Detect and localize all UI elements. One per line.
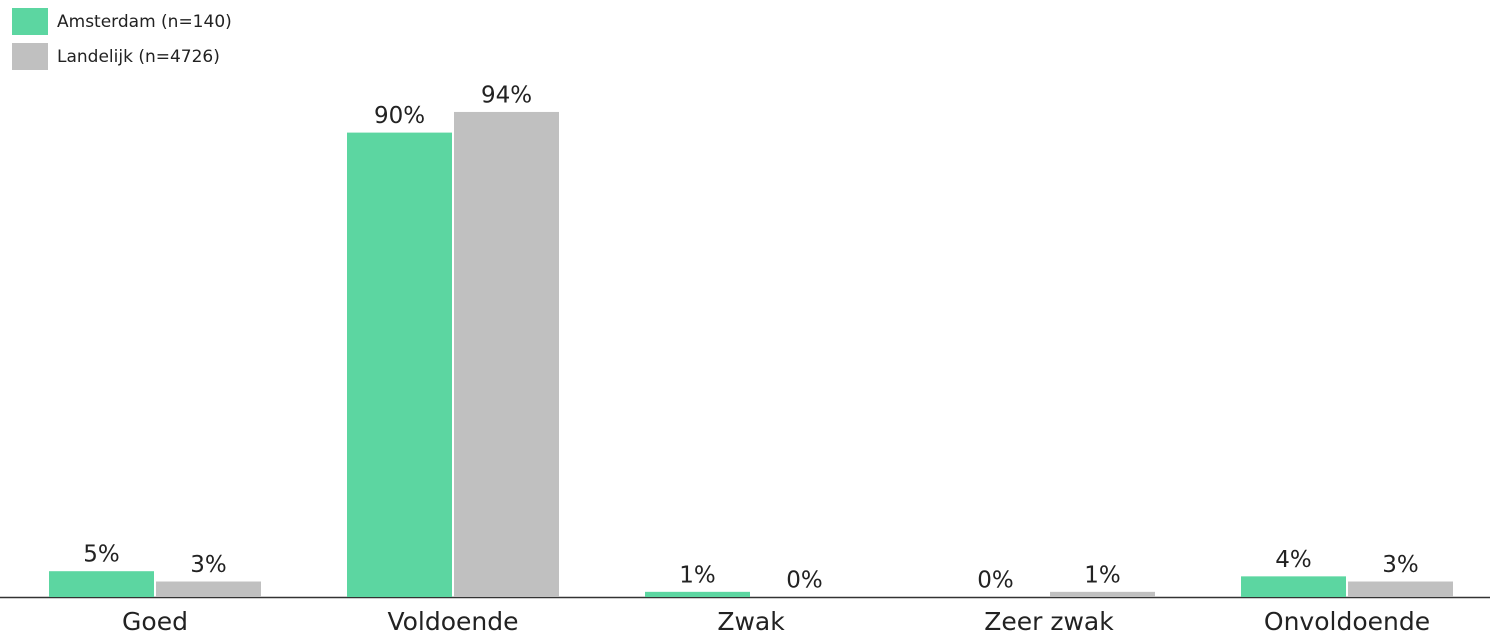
value-label: 3% [1382, 552, 1419, 578]
value-label: 1% [679, 562, 716, 588]
value-label: 94% [481, 82, 532, 108]
value-label: 5% [83, 542, 120, 568]
legend-swatch [12, 43, 48, 70]
bar [1050, 591, 1155, 597]
x-tick-label: Zeer zwak [984, 607, 1114, 636]
legend-label: Amsterdam (n=140) [57, 12, 232, 32]
value-label: 1% [1084, 562, 1121, 588]
bar [1348, 581, 1453, 597]
x-tick-label: Voldoende [387, 607, 518, 636]
bar [645, 591, 750, 597]
legend-label: Landelijk (n=4726) [57, 47, 220, 67]
value-label: 90% [374, 103, 425, 129]
bar [1241, 576, 1346, 597]
x-tick-label: Onvoldoende [1264, 607, 1430, 636]
x-tick-label: Zwak [717, 607, 785, 636]
value-label: 0% [977, 568, 1014, 594]
legend-swatch [12, 8, 48, 35]
bar [49, 571, 154, 597]
x-tick-label: Goed [122, 607, 188, 636]
bar [156, 581, 261, 597]
value-label: 4% [1275, 547, 1312, 573]
bar [347, 132, 452, 597]
bar [454, 111, 559, 598]
value-label: 0% [786, 568, 823, 594]
value-label: 3% [190, 552, 227, 578]
